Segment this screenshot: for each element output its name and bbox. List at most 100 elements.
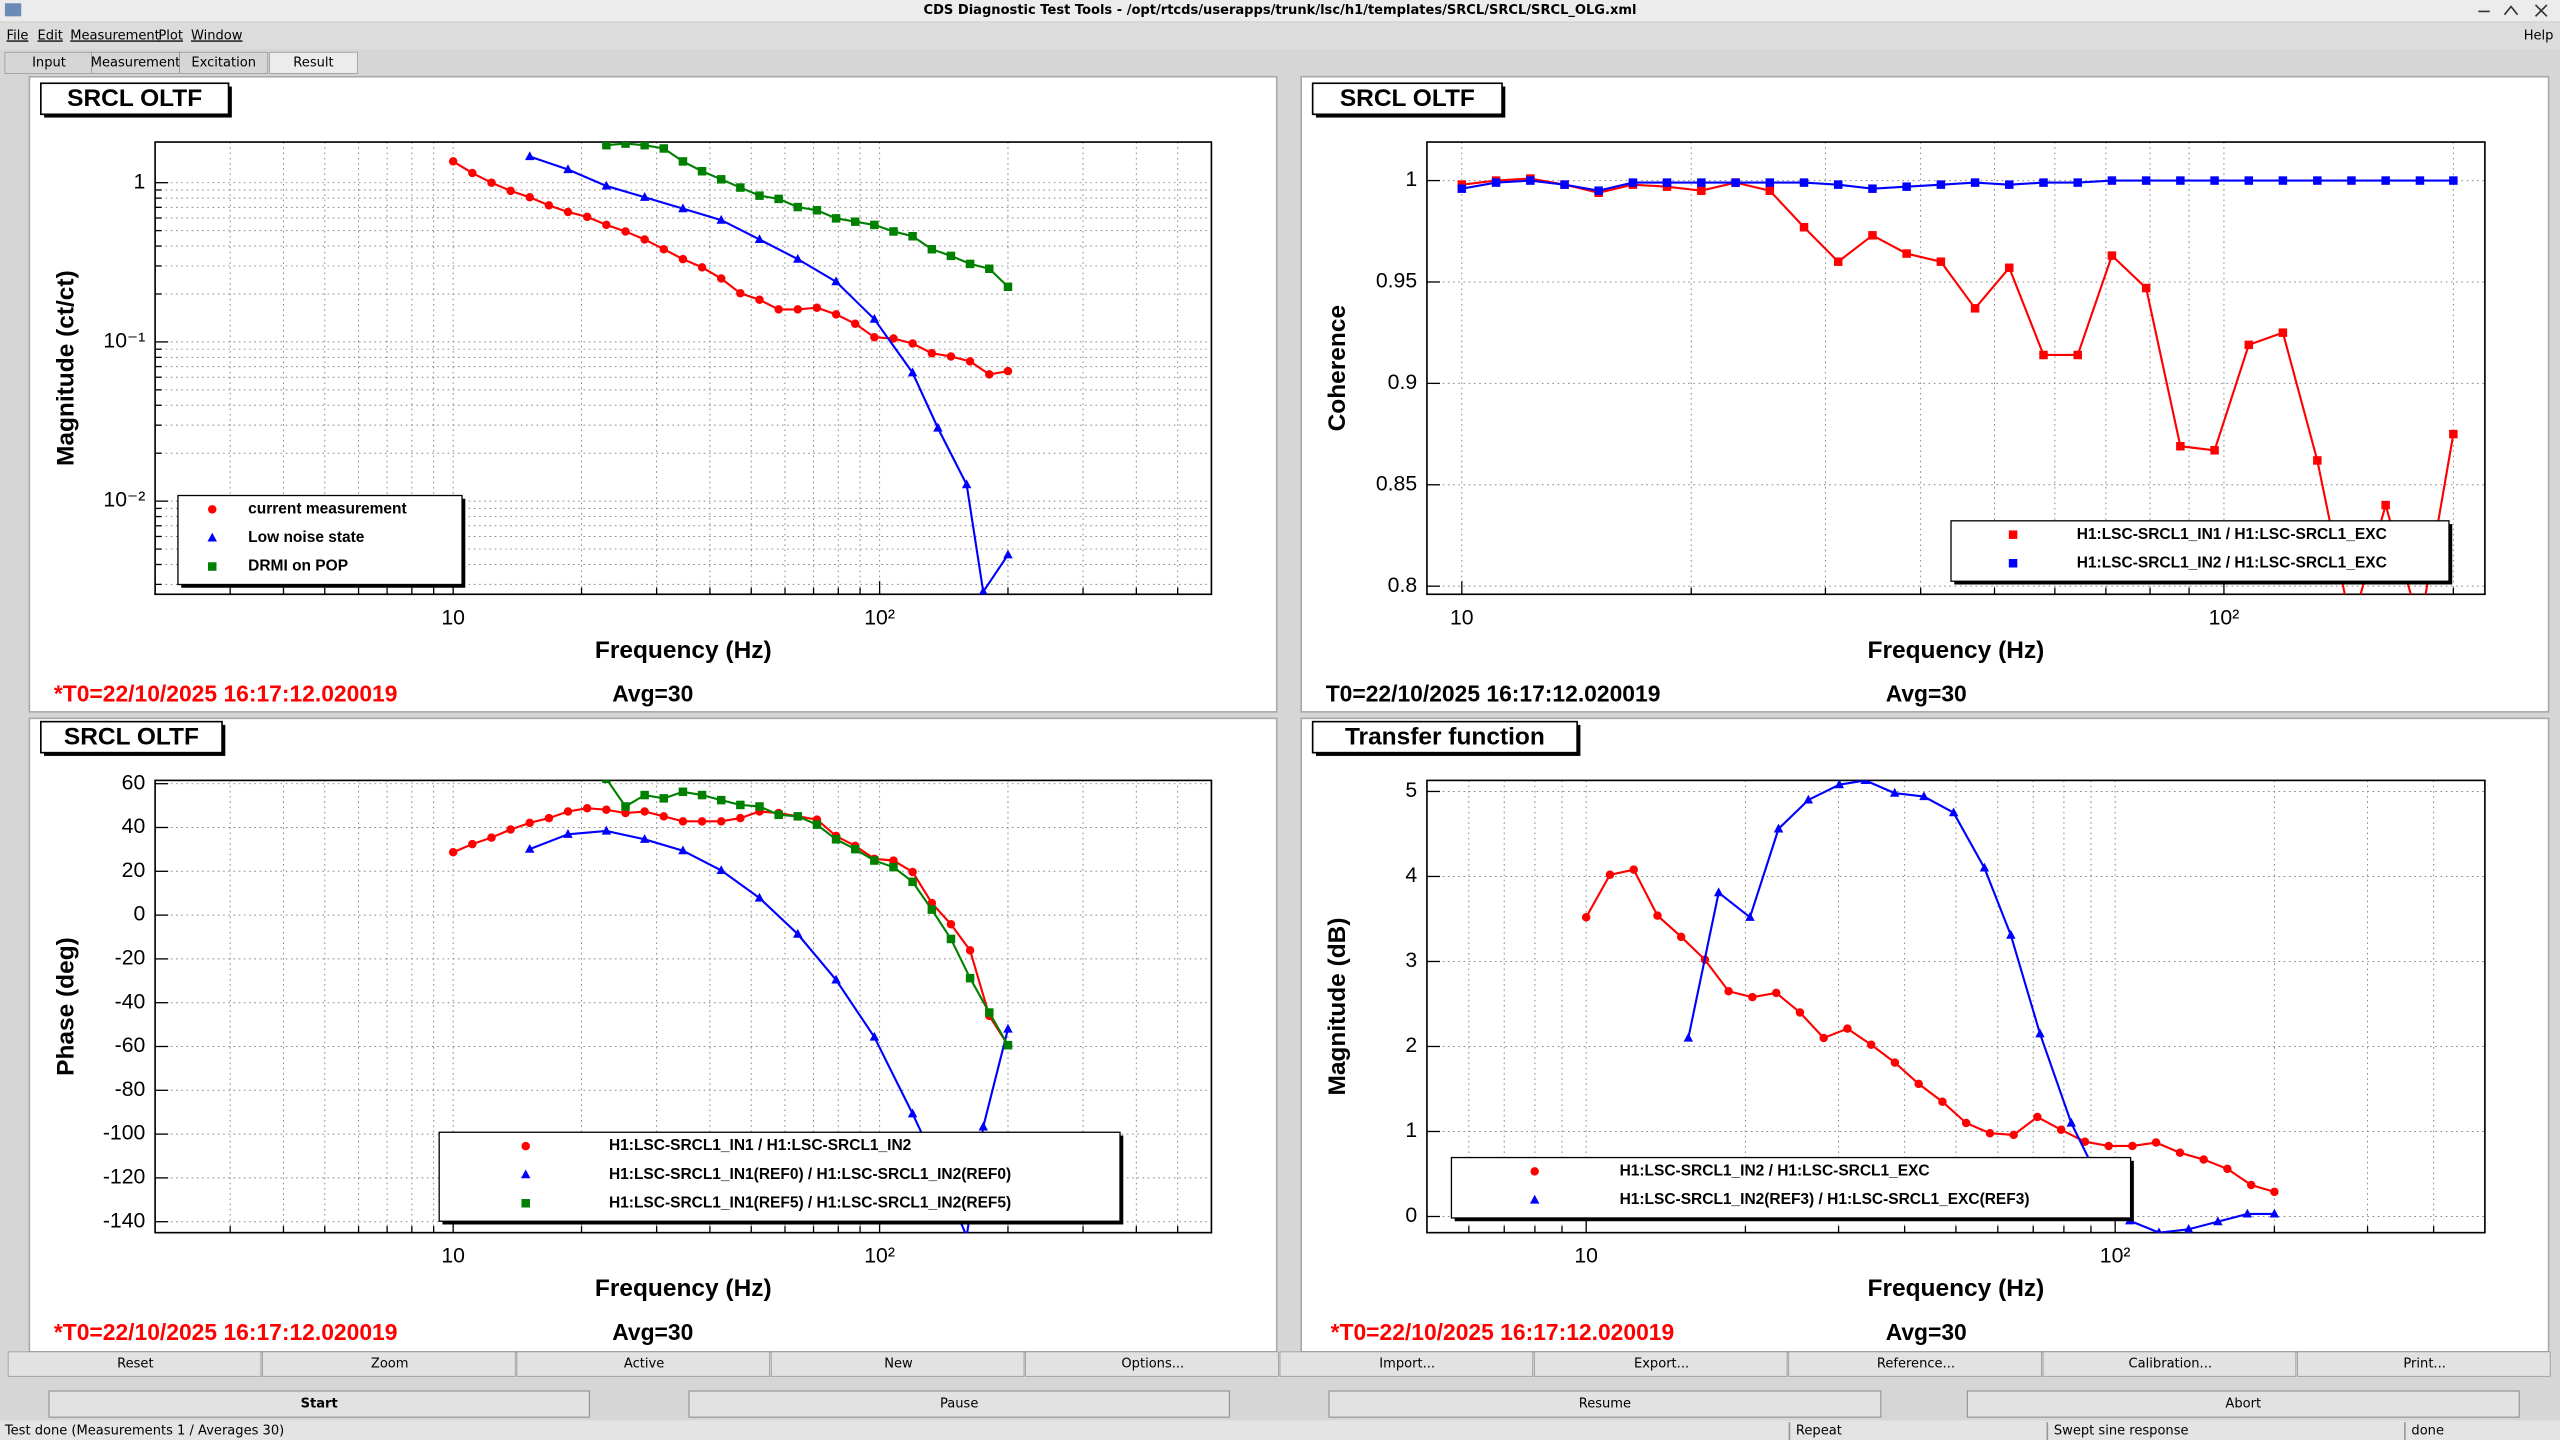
- tab-label[interactable]: Input: [32, 55, 66, 70]
- legend-label: H1:LSC-SRCL1_IN1 / H1:LSC-SRCL1_IN2: [609, 1137, 911, 1154]
- marker: [1594, 186, 1603, 195]
- marker: [520, 1169, 531, 1179]
- button-label[interactable]: Export...: [1634, 1357, 1689, 1372]
- legend-label: H1:LSC-SRCL1_IN1(REF0) / H1:LSC-SRCL1_IN…: [609, 1166, 1011, 1183]
- marker: [208, 505, 217, 514]
- button-label[interactable]: Calibration...: [2129, 1357, 2212, 1372]
- marker: [812, 820, 822, 829]
- button-label[interactable]: Reset: [117, 1357, 153, 1372]
- button[interactable]: [1025, 1351, 1279, 1377]
- window-title: CDS Diagnostic Test Tools - /opt/rtcds/u…: [924, 3, 1637, 18]
- y-tick-label: -140: [103, 1209, 145, 1232]
- marker: [678, 157, 688, 166]
- tab-label[interactable]: Result: [293, 55, 333, 70]
- menu-item[interactable]: Help: [2524, 28, 2554, 43]
- menu-item[interactable]: Edit: [38, 28, 63, 43]
- marker: [793, 812, 803, 821]
- y-tick-label: 3: [1405, 949, 1417, 972]
- control-label[interactable]: Abort: [2225, 1397, 2261, 1412]
- tab[interactable]: [268, 51, 358, 74]
- button-label[interactable]: Zoom: [371, 1357, 409, 1372]
- marker: [754, 892, 765, 902]
- button-label[interactable]: Import...: [1379, 1357, 1435, 1372]
- marker: [1799, 178, 1809, 187]
- marker: [961, 479, 972, 489]
- marker: [506, 186, 515, 196]
- marker: [716, 214, 726, 224]
- marker: [927, 348, 937, 358]
- marker: [1003, 1040, 1013, 1050]
- button-label[interactable]: New: [884, 1357, 913, 1372]
- control-label[interactable]: Start: [301, 1397, 338, 1412]
- button-label[interactable]: Print...: [2403, 1357, 2445, 1372]
- button-label[interactable]: Options...: [1121, 1357, 1184, 1372]
- marker: [933, 422, 943, 432]
- marker: [965, 357, 975, 366]
- button[interactable]: [2042, 1351, 2297, 1377]
- button[interactable]: [262, 1351, 516, 1377]
- marker: [2313, 456, 2322, 465]
- y-tick-label: 5: [1405, 779, 1417, 802]
- series-group: [1457, 174, 2458, 595]
- legend-label: H1:LSC-SRCL1_IN2 / H1:LSC-SRCL1_EXC: [1620, 1163, 1930, 1180]
- legend-box: [438, 1131, 1121, 1222]
- marker: [850, 844, 860, 854]
- marker: [1860, 780, 1871, 784]
- marker: [946, 934, 956, 944]
- button-label[interactable]: Reference...: [1877, 1357, 1955, 1372]
- control-label[interactable]: Resume: [1579, 1397, 1631, 1412]
- legend-label: Low noise state: [248, 529, 365, 546]
- annotation: Avg=30: [1886, 1319, 1967, 1345]
- tab-label[interactable]: Measurement: [91, 55, 181, 70]
- marker: [908, 877, 917, 887]
- marker: [468, 839, 477, 849]
- button-label[interactable]: Active: [624, 1357, 664, 1372]
- maximize-button[interactable]: [2503, 5, 2519, 16]
- menu-item[interactable]: Measurement: [70, 28, 160, 43]
- menu-item[interactable]: File: [7, 28, 29, 43]
- marker: [2449, 429, 2458, 439]
- marker: [1985, 1128, 1995, 1138]
- button[interactable]: [1788, 1351, 2042, 1377]
- marker: [678, 817, 688, 826]
- marker: [793, 202, 803, 212]
- menu-item[interactable]: Plot: [158, 28, 183, 43]
- annotation: T0=22/10/2025 16:17:12.020019: [1326, 681, 1661, 707]
- control-button[interactable]: [1328, 1390, 1882, 1418]
- chart-title: SRCL OLTF: [64, 723, 199, 750]
- marker: [1843, 1024, 1852, 1033]
- control-label[interactable]: Pause: [940, 1397, 978, 1412]
- annotation: *T0=22/10/2025 16:17:12.020019: [54, 1319, 398, 1345]
- marker: [1833, 257, 1843, 266]
- control-button[interactable]: [1966, 1390, 2520, 1418]
- marker: [1970, 178, 1980, 187]
- control-button[interactable]: [688, 1390, 1230, 1418]
- annotation: Avg=30: [1886, 681, 1967, 707]
- control-button[interactable]: [48, 1390, 590, 1418]
- y-tick-label: 4: [1405, 864, 1417, 887]
- y-tick-label: 2: [1405, 1034, 1417, 1057]
- y-tick-label: 60: [122, 771, 146, 794]
- button[interactable]: [516, 1351, 771, 1377]
- button[interactable]: [2297, 1351, 2551, 1377]
- marker: [2035, 1028, 2045, 1038]
- tab[interactable]: [179, 51, 269, 74]
- button[interactable]: [1279, 1351, 1534, 1377]
- close-button[interactable]: [2534, 4, 2548, 17]
- marker: [602, 805, 611, 814]
- marker: [736, 813, 745, 823]
- y-axis-label: Magnitude (ct/ct): [52, 270, 79, 466]
- marker: [1919, 791, 1929, 801]
- chart-title: SRCL OLTF: [1340, 85, 1475, 112]
- button[interactable]: [7, 1351, 262, 1377]
- window-controls[interactable]: [2478, 4, 2548, 17]
- tab-label[interactable]: Excitation: [191, 55, 256, 70]
- plot-area: [1426, 142, 2485, 595]
- x-tick-label: 10²: [2209, 606, 2240, 629]
- menu-item[interactable]: Window: [191, 28, 243, 43]
- marker: [907, 1108, 918, 1118]
- button[interactable]: [770, 1351, 1025, 1377]
- button[interactable]: [1533, 1351, 1788, 1377]
- marker: [754, 234, 765, 244]
- legend-label: H1:LSC-SRCL1_IN2(REF3) / H1:LSC-SRCL1_EX…: [1620, 1191, 2030, 1208]
